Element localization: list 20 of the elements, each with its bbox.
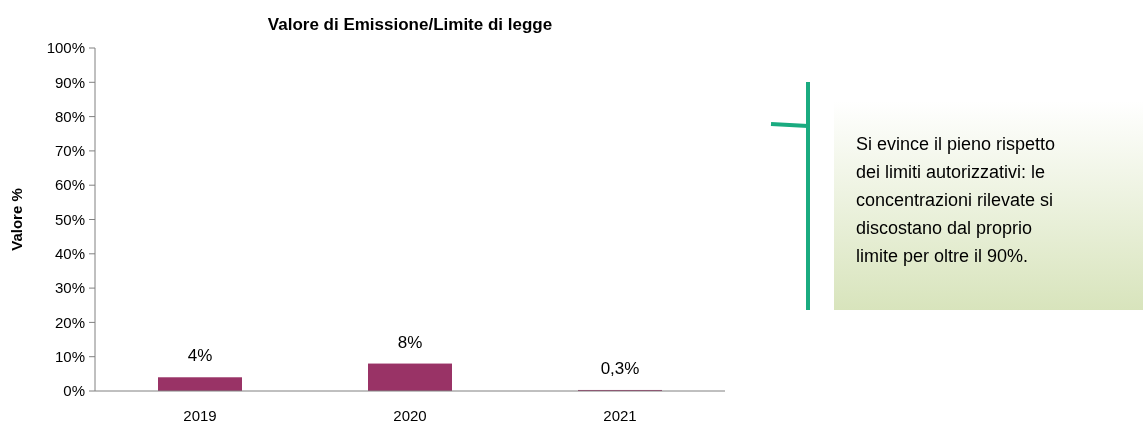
- y-tick-label: 70%: [54, 142, 85, 160]
- y-tick-label: 80%: [54, 107, 85, 125]
- x-tick-label: 2021: [603, 407, 637, 424]
- y-tick-label: 0%: [63, 382, 85, 400]
- y-tick-label: 100%: [46, 39, 85, 57]
- text: Si evince il pieno rispetto dei limiti autorizzativi: le concentrazioni rilevate si discostano dal proprio limite per oltre il 90%.: [856, 134, 1056, 266]
- x-tick-label: 2019: [183, 407, 217, 424]
- y-tick-label: 30%: [54, 279, 85, 297]
- y-tick-label: 20%: [54, 313, 85, 331]
- data-label: 4%: [187, 346, 213, 366]
- data-label: 0,3%: [600, 358, 640, 378]
- chart-title: Valore di Emissione/Limite di legge: [267, 15, 553, 34]
- y-tick-label: 60%: [54, 176, 85, 194]
- y-tick-label: 40%: [54, 245, 85, 263]
- x-tick-label: 2020: [393, 407, 427, 424]
- y-axis-title: Valore %: [8, 188, 25, 251]
- y-tick-label: 10%: [54, 347, 85, 365]
- y-tick-label: 50%: [54, 210, 85, 228]
- data-label: 8%: [397, 332, 423, 352]
- y-tick-label: 90%: [54, 73, 85, 91]
